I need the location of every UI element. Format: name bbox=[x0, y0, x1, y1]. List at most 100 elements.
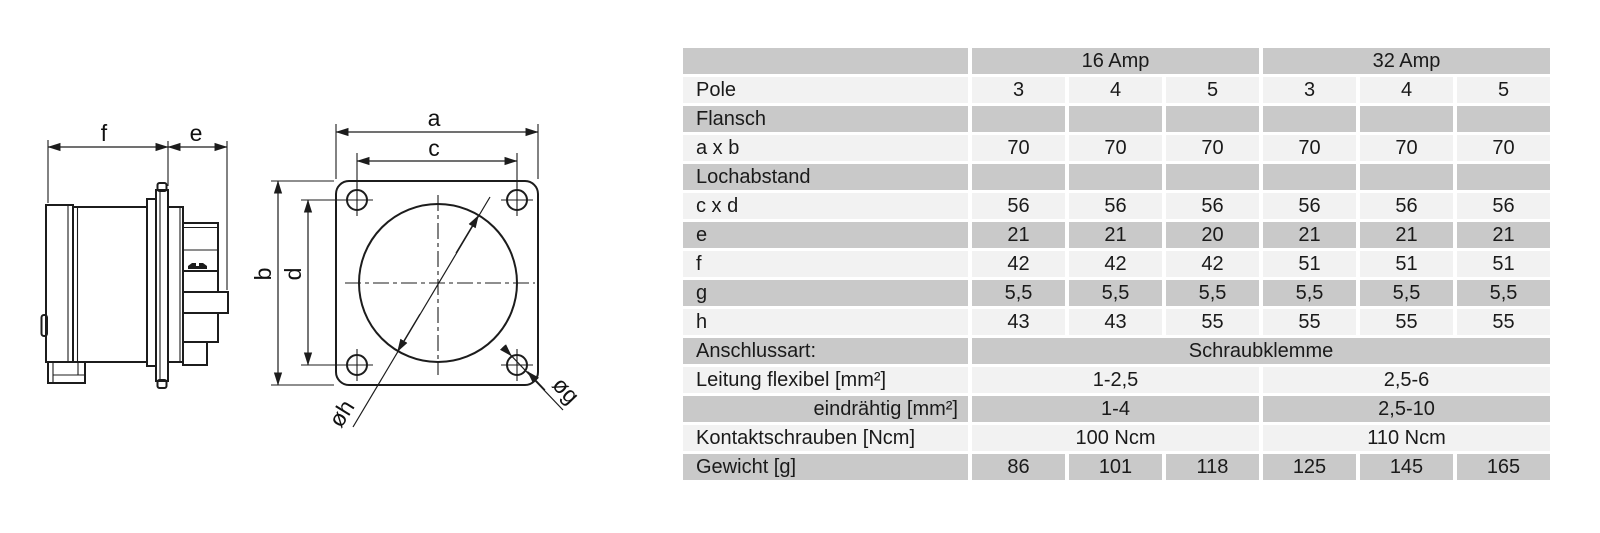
spec-cell: 42 bbox=[972, 251, 1065, 277]
spec-cell: 55 bbox=[1166, 309, 1259, 335]
spec-cell: 5,5 bbox=[1263, 280, 1356, 306]
table-row-anschlussart: Anschlussart: Schraubklemme bbox=[683, 338, 1550, 364]
table-row-cxd: c x d 56 56 56 56 56 56 bbox=[683, 193, 1550, 219]
spec-cell: 5,5 bbox=[1457, 280, 1550, 306]
row-label: Anschlussart: bbox=[683, 338, 968, 364]
spec-cell: 70 bbox=[1360, 135, 1453, 161]
table-row-pole: Pole 3 4 5 3 4 5 bbox=[683, 77, 1550, 103]
table-row-leitung-flexibel: Leitung flexibel [mm²] 1-2,5 2,5-6 bbox=[683, 367, 1550, 393]
spec-cell-empty bbox=[1360, 164, 1453, 190]
cable-clip-foot bbox=[47, 361, 86, 384]
front-section-side bbox=[182, 222, 229, 366]
dimension-dia-g: øg bbox=[499, 344, 585, 411]
spec-cell-empty bbox=[1166, 164, 1259, 190]
dim-label-f: f bbox=[101, 120, 108, 146]
spec-cell: 56 bbox=[1457, 193, 1550, 219]
spec-cell: 55 bbox=[1360, 309, 1453, 335]
spec-cell-empty bbox=[1457, 164, 1550, 190]
spec-cell: 5,5 bbox=[972, 280, 1065, 306]
spec-cell: 70 bbox=[1457, 135, 1550, 161]
latch-teeth bbox=[188, 263, 207, 269]
row-label: Leitung flexibel [mm²] bbox=[683, 367, 968, 393]
spec-cell: 56 bbox=[1166, 193, 1259, 219]
table-row-gewicht: Gewicht [g] 86 101 118 125 145 165 bbox=[683, 454, 1550, 480]
spec-cell: 51 bbox=[1360, 251, 1453, 277]
spec-cell: 56 bbox=[1360, 193, 1453, 219]
row-label: e bbox=[683, 222, 968, 248]
back-cap bbox=[45, 204, 74, 363]
technical-drawing: f e a bbox=[40, 105, 585, 432]
spec-cell-empty bbox=[1263, 106, 1356, 132]
spec-cell: 55 bbox=[1263, 309, 1356, 335]
table-row-eindraehtig: eindrähtig [mm²] 1-4 2,5-10 bbox=[683, 396, 1550, 422]
spec-cell-empty bbox=[972, 164, 1065, 190]
spec-cell: 5 bbox=[1457, 77, 1550, 103]
spec-cell: 43 bbox=[1069, 309, 1162, 335]
dim-label-b: b bbox=[250, 268, 276, 281]
col-header-16amp: 16 Amp bbox=[972, 48, 1259, 74]
spec-cell: 55 bbox=[1457, 309, 1550, 335]
dim-label-a: a bbox=[428, 105, 441, 131]
spec-cell: 70 bbox=[1263, 135, 1356, 161]
spec-cell: 56 bbox=[1263, 193, 1356, 219]
table-row-f: f 42 42 42 51 51 51 bbox=[683, 251, 1550, 277]
spec-cell: 43 bbox=[972, 309, 1065, 335]
spec-cell: 56 bbox=[972, 193, 1065, 219]
spec-cell: 42 bbox=[1069, 251, 1162, 277]
col-header-32amp: 32 Amp bbox=[1263, 48, 1550, 74]
spec-cell-empty bbox=[1069, 106, 1162, 132]
spec-cell: 70 bbox=[1166, 135, 1259, 161]
connector-body bbox=[72, 206, 148, 363]
spec-cell-empty bbox=[1263, 164, 1356, 190]
spec-cell: 21 bbox=[1069, 222, 1162, 248]
row-label: a x b bbox=[683, 135, 968, 161]
spec-cell: 4 bbox=[1360, 77, 1453, 103]
table-row-kontaktschrauben: Kontaktschrauben [Ncm] 100 Ncm 110 Ncm bbox=[683, 425, 1550, 451]
spec-cell: 70 bbox=[1069, 135, 1162, 161]
dimension-dia-h: øh bbox=[323, 196, 491, 432]
row-label: eindrähtig [mm²] bbox=[683, 396, 968, 422]
table-row-h: h 43 43 55 55 55 55 bbox=[683, 309, 1550, 335]
spec-cell: 5 bbox=[1166, 77, 1259, 103]
spec-cell: 51 bbox=[1457, 251, 1550, 277]
spec-cell-merged: 1-4 bbox=[972, 396, 1259, 422]
table-row-e: e 21 21 20 21 21 21 bbox=[683, 222, 1550, 248]
dim-label-d: d bbox=[280, 268, 306, 281]
spec-cell: 165 bbox=[1457, 454, 1550, 480]
spec-cell: 21 bbox=[1360, 222, 1453, 248]
row-label: g bbox=[683, 280, 968, 306]
spec-cell: 42 bbox=[1166, 251, 1259, 277]
row-label: h bbox=[683, 309, 968, 335]
dimension-f-e: f e bbox=[47, 120, 228, 290]
spec-cell-empty bbox=[683, 48, 968, 74]
side-view: f e bbox=[40, 120, 229, 389]
spec-cell-merged: Schraubklemme bbox=[972, 338, 1550, 364]
spec-cell: 21 bbox=[1457, 222, 1550, 248]
row-label: Pole bbox=[683, 77, 968, 103]
spec-cell: 3 bbox=[1263, 77, 1356, 103]
spec-cell-merged: 2,5-10 bbox=[1263, 396, 1550, 422]
side-latch-bump bbox=[40, 314, 48, 337]
flange-square bbox=[335, 180, 539, 386]
spec-cell: 51 bbox=[1263, 251, 1356, 277]
spec-cell: 70 bbox=[972, 135, 1065, 161]
spec-cell: 56 bbox=[1069, 193, 1162, 219]
spec-cell-merged: 100 Ncm bbox=[972, 425, 1259, 451]
spec-cell-merged: 1-2,5 bbox=[972, 367, 1259, 393]
table-row-lochabstand: Lochabstand bbox=[683, 164, 1550, 190]
spec-cell-merged: 2,5-6 bbox=[1263, 367, 1550, 393]
dimension-d: d bbox=[280, 199, 349, 366]
row-label: Lochabstand bbox=[683, 164, 968, 190]
spec-cell: 5,5 bbox=[1166, 280, 1259, 306]
spec-table: 16 Amp 32 Amp Pole 3 4 5 3 4 5 Flansch a… bbox=[679, 45, 1554, 483]
dimension-a: a bbox=[335, 105, 539, 179]
dimension-b: b bbox=[250, 180, 334, 386]
row-label: Gewicht [g] bbox=[683, 454, 968, 480]
spec-cell-merged: 110 Ncm bbox=[1263, 425, 1550, 451]
spec-cell: 118 bbox=[1166, 454, 1259, 480]
table-row-amp-header: 16 Amp 32 Amp bbox=[683, 48, 1550, 74]
spec-cell: 4 bbox=[1069, 77, 1162, 103]
row-label: f bbox=[683, 251, 968, 277]
spec-cell: 5,5 bbox=[1069, 280, 1162, 306]
dim-label-dia-g: øg bbox=[547, 371, 584, 408]
